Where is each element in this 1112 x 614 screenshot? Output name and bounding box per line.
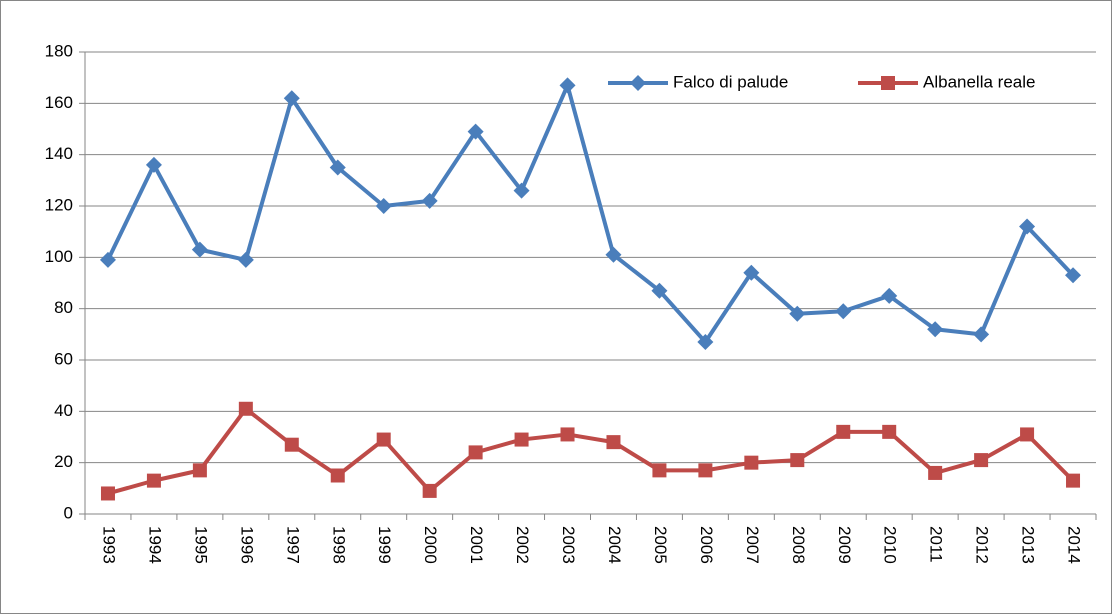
data-point [191,241,208,258]
data-point [1066,473,1081,488]
x-tick-label: 2006 [697,526,716,564]
x-tick-label: 1998 [329,526,348,564]
data-point [1065,267,1082,284]
data-point [468,445,483,460]
y-tick-label: 80 [54,298,73,317]
y-tick-label: 120 [45,195,73,214]
data-point [283,90,300,107]
x-tick-label: 2010 [881,526,900,564]
legend-marker [630,75,646,91]
data-point [514,432,529,447]
y-tick-label: 40 [54,401,73,420]
legend-marker [881,76,895,90]
data-point [606,435,621,450]
data-point [330,468,345,483]
data-point [697,334,714,351]
y-tick-label: 180 [45,41,73,60]
x-tick-label: 2009 [835,526,854,564]
x-tick-label: 1995 [191,526,210,564]
data-point [329,159,346,176]
data-point [284,437,299,452]
data-point [927,321,944,338]
data-point [422,483,437,498]
x-tick-label: 2004 [605,526,624,564]
y-tick-label: 0 [64,503,73,522]
x-tick-label: 1996 [237,526,256,564]
data-point [974,453,989,468]
data-point [145,156,162,173]
x-tick-label: 2007 [743,526,762,564]
data-point [559,77,576,94]
data-point [928,465,943,480]
data-point [744,455,759,470]
series-line [106,83,1075,345]
series-line [107,406,1075,496]
x-tick-label: 2003 [559,526,578,564]
data-point [513,182,530,199]
data-point [789,305,806,322]
y-tick-label: 100 [45,247,73,266]
data-point [651,282,668,299]
data-point [100,486,115,501]
data-point [99,251,116,268]
x-tick-label: 2002 [513,526,532,564]
data-point [1019,218,1036,235]
x-tick-label: 2014 [1065,526,1084,564]
data-point [882,424,897,439]
data-point [790,453,805,468]
legend-label: Falco di palude [673,72,788,91]
data-point [467,123,484,140]
data-point [973,326,990,343]
y-tick-label: 160 [45,93,73,112]
data-point [881,287,898,304]
x-tick-label: 2000 [421,526,440,564]
data-point [605,246,622,263]
x-tick-label: 2012 [973,526,992,564]
data-point [192,463,207,478]
y-tick-label: 140 [45,144,73,163]
x-tick-label: 2011 [927,526,946,563]
data-point [1020,427,1035,442]
x-tick-label: 1994 [145,526,164,564]
x-tick-label: 1993 [99,526,118,564]
data-point [836,424,851,439]
data-point [237,251,254,268]
data-point [375,198,392,214]
x-tick-label: 1999 [375,526,394,564]
data-point [698,463,713,478]
data-point [743,264,760,281]
y-tick-label: 20 [54,452,73,471]
data-point [835,303,852,320]
y-tick-label: 60 [54,349,73,368]
legend-label: Albanella reale [923,72,1035,91]
data-point [421,192,438,209]
x-tick-label: 2008 [789,526,808,564]
data-point [146,473,161,488]
data-point [560,427,575,442]
x-tick-label: 2001 [467,526,486,564]
data-point [376,432,391,447]
data-point [652,463,667,478]
x-tick-label: 2013 [1019,526,1038,564]
x-tick-label: 1997 [283,526,302,564]
x-tick-label: 2005 [651,526,670,564]
data-point [238,401,253,416]
